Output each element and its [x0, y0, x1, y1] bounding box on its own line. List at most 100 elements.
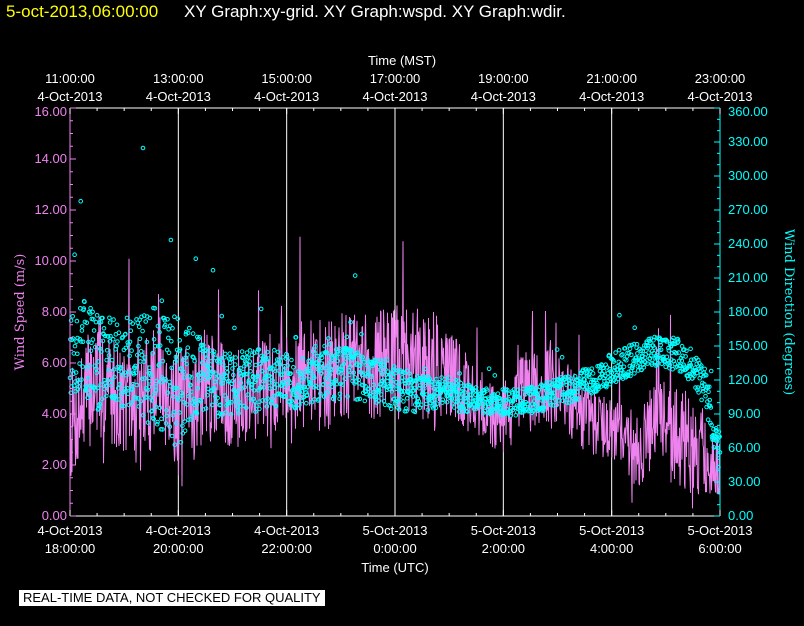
wind-direction-point [638, 348, 644, 354]
wind-direction-point [137, 336, 143, 342]
wind-direction-point [632, 325, 638, 331]
wind-direction-point [378, 392, 384, 397]
right-tick-label: 270.00 [728, 202, 768, 217]
wind-direction-point [389, 389, 395, 394]
wind-direction-point [264, 404, 270, 409]
wind-direction-point [140, 376, 145, 382]
wind-direction-point [703, 373, 709, 378]
left-axis-title: Wind Speed (m/s) [13, 254, 28, 371]
wind-direction-point [167, 424, 173, 430]
wind-direction-point [125, 386, 130, 391]
wind-direction-point [445, 390, 451, 395]
wind-direction-point [180, 431, 186, 436]
wind-direction-point [79, 328, 85, 333]
wind-direction-point [412, 385, 417, 391]
wind-direction-point [314, 361, 319, 367]
wind-direction-point [308, 368, 313, 374]
wind-direction-point [243, 371, 248, 377]
wind-direction-point [629, 342, 635, 348]
wind-direction-point [316, 397, 322, 402]
bottom-tick-time: 4:00:00 [590, 541, 633, 556]
wind-direction-point [117, 397, 122, 402]
wind-direction-point [173, 385, 178, 391]
wind-direction-point [190, 331, 196, 336]
wind-direction-point [254, 403, 259, 408]
wind-direction-series [67, 145, 723, 470]
wind-direction-point [628, 373, 633, 379]
wind-direction-point [596, 384, 602, 389]
wind-direction-point [234, 404, 240, 409]
wind-direction-point [645, 343, 651, 349]
wind-direction-point [155, 323, 161, 329]
right-tick-label: 210.00 [728, 270, 768, 285]
wind-direction-point [310, 361, 315, 367]
wind-direction-point [133, 396, 139, 401]
wind-direction-point [303, 387, 308, 392]
wind-direction-point [233, 355, 238, 360]
wind-direction-point [242, 385, 247, 390]
wind-direction-point [209, 402, 215, 408]
wind-direction-point [189, 375, 194, 380]
quality-disclaimer: REAL-TIME DATA, NOT CHECKED FOR QUALITY [19, 590, 325, 606]
bottom-tick-date: 5-Oct-2013 [687, 523, 752, 538]
wind-direction-point [120, 334, 126, 340]
right-tick-label: 120.00 [728, 372, 768, 387]
bottom-tick-date: 5-Oct-2013 [579, 523, 644, 538]
wind-direction-point [129, 348, 134, 353]
wind-direction-point [302, 375, 307, 380]
wind-direction-point [172, 442, 178, 448]
top-tick-time: 17:00:00 [370, 71, 421, 86]
wind-direction-point [284, 351, 289, 357]
wind-direction-point [647, 355, 653, 361]
wind-direction-point [335, 365, 340, 370]
wind-direction-point [414, 378, 419, 384]
wind-direction-point [469, 392, 474, 397]
left-tick-label: 6.00 [42, 355, 67, 370]
wind-direction-point [195, 386, 200, 391]
wind-direction-point [244, 405, 249, 411]
wind-direction-point [362, 398, 368, 404]
wind-direction-point [252, 350, 257, 356]
wind-direction-point [651, 345, 657, 350]
wind-direction-point [181, 369, 186, 375]
wind-direction-point [674, 350, 679, 356]
wind-direction-point [442, 380, 448, 385]
wind-direction-point [316, 385, 321, 391]
wind-direction-point [88, 305, 93, 311]
wind-direction-point [184, 402, 190, 407]
wind-direction-point [486, 366, 492, 372]
wind-direction-point [178, 440, 184, 445]
wind-direction-point [133, 363, 138, 369]
bottom-tick-date: 4-Oct-2013 [146, 523, 211, 538]
wind-direction-point [212, 386, 217, 392]
wind-direction-point [657, 336, 663, 342]
wind-speed-series [69, 236, 721, 509]
right-tick-label: 360.00 [728, 104, 768, 119]
wind-direction-point [148, 371, 153, 376]
wind-direction-point [207, 348, 213, 353]
wind-direction-point [261, 354, 267, 359]
wind-direction-point [385, 375, 391, 380]
wind-direction-point [676, 339, 681, 344]
wind-direction-point [714, 428, 719, 434]
wind-direction-point [518, 398, 524, 404]
wind-direction-point [422, 366, 428, 372]
wind-direction-point [558, 382, 564, 388]
wind-direction-point [177, 410, 182, 415]
wind-direction-point [325, 363, 331, 368]
wind-direction-point [497, 396, 503, 401]
wind-direction-point [154, 421, 160, 427]
wind-direction-point [72, 252, 77, 257]
wind-direction-point [352, 375, 358, 380]
wind-direction-point [153, 343, 158, 349]
wind-direction-point [192, 358, 197, 364]
wind-direction-point [323, 365, 329, 371]
wind-direction-point [275, 349, 281, 355]
wind-direction-point [272, 385, 278, 391]
wind-direction-point [327, 342, 332, 347]
wind-direction-point [186, 417, 191, 423]
wind-direction-point [713, 426, 719, 431]
wind-direction-point [412, 409, 418, 415]
wind-direction-point [621, 364, 627, 370]
wind-direction-point [142, 376, 148, 381]
